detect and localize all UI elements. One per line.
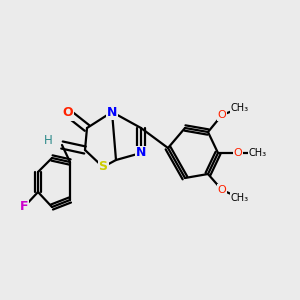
Text: O: O (218, 185, 226, 195)
Text: F: F (20, 200, 28, 214)
Text: CH₃: CH₃ (231, 193, 249, 203)
Text: O: O (63, 106, 73, 119)
Text: N: N (136, 146, 146, 160)
Text: S: S (98, 160, 107, 173)
Text: O: O (234, 148, 242, 158)
Text: CH₃: CH₃ (231, 103, 249, 113)
Text: N: N (107, 106, 117, 118)
Text: O: O (218, 110, 226, 120)
Text: CH₃: CH₃ (249, 148, 267, 158)
Text: H: H (44, 134, 52, 146)
